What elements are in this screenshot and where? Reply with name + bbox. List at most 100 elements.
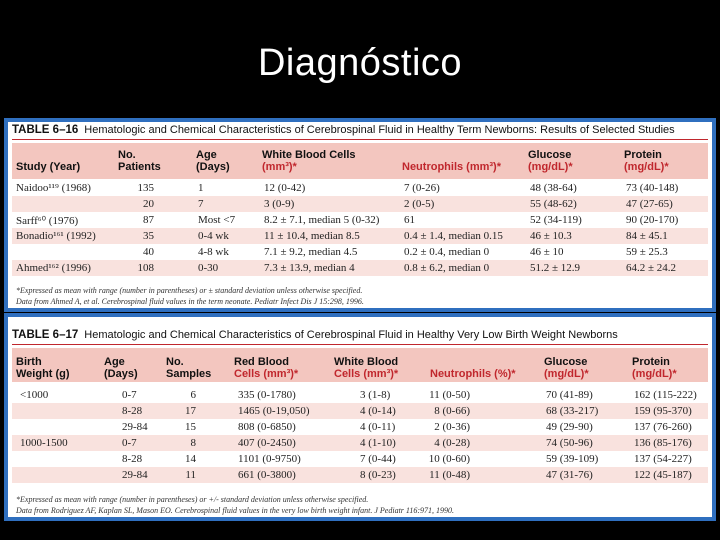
- table-cell-wbc: 4 (0-14): [360, 405, 396, 417]
- table-cell-glucose: 47 (31-76): [546, 469, 593, 481]
- header-neutrophils: Neutrophils (mm³)*: [402, 161, 501, 173]
- table-number: TABLE 6–16: [12, 124, 79, 136]
- header-age: Age (Days): [196, 149, 230, 173]
- table-cell-wbc: 11 ± 10.4, median 8.5: [264, 230, 360, 242]
- table-cell-protein: 73 (40-148): [626, 182, 679, 194]
- table-cell-protein: 59 ± 25.3: [626, 246, 668, 258]
- table-cell-samples: 11: [185, 469, 196, 481]
- header-birth-weight: Birth Weight (g): [16, 356, 70, 380]
- table-cell-protein: 136 (85-176): [634, 437, 692, 449]
- table-cell-rbc: 661 (0-3800): [238, 469, 296, 481]
- table-cell-protein: 162 (115-222): [634, 389, 697, 401]
- table-cell-wbc: 12 (0-42): [264, 182, 306, 194]
- table-cell-age: 0-4 wk: [198, 230, 229, 242]
- table-cell-age: Most <7: [198, 214, 236, 226]
- caption-rule: [12, 139, 708, 140]
- table-cell-patients: 20: [143, 198, 154, 210]
- table-cell-age: 29-84: [122, 469, 148, 481]
- table-row: 1000-1500 0-7 8 407 (0-2450) 4 (1-10) 4 (0-28…: [12, 435, 708, 451]
- table-cell-wbc: 3 (0-9): [264, 198, 295, 210]
- table-cell-neutrophils: 4 (0-28): [434, 437, 470, 449]
- table-cell-patients: 135: [137, 182, 155, 194]
- table-row: Ahmed¹⁶² (1996) 108 0-30 7.3 ± 13.9, median…: [12, 260, 708, 276]
- table-cell-wbc: 4 (0-11): [360, 421, 396, 433]
- footnote: *Expressed as mean with range (number in…: [16, 495, 369, 504]
- table-row: Sarff⁶⁰ (1976) 87 Most <7 8.2 ± 7.1, median…: [12, 212, 708, 228]
- table-cell-rbc: 1465 (0-19,050): [238, 405, 310, 417]
- table-header: Birth Weight (g) Age (Days) No. Samples Red…: [12, 348, 708, 382]
- table-cell-age: 0-7: [122, 389, 137, 401]
- table-cell-neutrophils: 8 (0-66): [434, 405, 470, 417]
- header-rbc: Red Blood Cells (mm³)*: [234, 356, 299, 380]
- table-cell-protein: 84 ± 45.1: [626, 230, 668, 242]
- table-header: Study (Year) No. Patients Age (Days) White…: [12, 143, 708, 179]
- table-cell-samples: 14: [185, 453, 196, 465]
- table-row: 8-28 17 1465 (0-19,050) 4 (0-14) 8 (0-66) 68 …: [12, 403, 708, 419]
- table-row: <1000 0-7 6 335 (0-1780) 3 (1-8) 11 (0-50) 70 …: [12, 387, 708, 403]
- table-cell-age: 0-7: [122, 437, 137, 449]
- table-cell-neutrophils: 11 (0-50): [429, 389, 470, 401]
- header-protein: Protein (mg/dL)*: [624, 149, 669, 173]
- table-cell-glucose: 70 (41-89): [546, 389, 593, 401]
- table-cell-protein: 137 (76-260): [634, 421, 692, 433]
- table-cell-age: 4-8 wk: [198, 246, 229, 258]
- header-patients: No. Patients: [118, 149, 161, 173]
- table-cell-neutrophils: 2 (0-5): [404, 198, 435, 210]
- table-cell-neutrophils: 0.4 ± 1.4, median 0.15: [404, 230, 503, 242]
- footnote-source: Data from Rodriguez AF, Kaplan SL, Mason…: [16, 506, 454, 515]
- table-cell-patients: 108: [137, 262, 155, 274]
- table-cell-study: Bonadio¹⁶¹ (1992): [16, 230, 96, 242]
- table-cell-protein: 122 (45-187): [634, 469, 692, 481]
- table-cell-patients: 87: [143, 214, 154, 226]
- table-cell-glucose: 46 ± 10.3: [530, 230, 572, 242]
- table-row: 29-84 11 661 (0-3800) 8 (0-23) 11 (0-48) 47 (…: [12, 467, 708, 483]
- header-wbc: White Blood Cells (mm³)*: [262, 149, 356, 173]
- table-cell-wbc: 8 (0-23): [360, 469, 396, 481]
- table-cell-glucose: 52 (34-119): [530, 214, 582, 226]
- footnote-source: Data from Ahmed A, et al. Cerebrospinal …: [16, 297, 364, 306]
- table-cell-protein: 47 (27-65): [626, 198, 673, 210]
- table-caption: TABLE 6–17 Hematologic and Chemical Chara…: [12, 329, 618, 341]
- table-cell-birth-weight: <1000: [20, 389, 49, 401]
- table-cell-age: 1: [198, 182, 204, 194]
- table-cell-samples: 8: [190, 437, 197, 449]
- table-cell-neutrophils: 7 (0-26): [404, 182, 440, 194]
- table-cell-samples: 15: [185, 421, 196, 433]
- table-cell-age: 8-28: [122, 453, 143, 465]
- table-cell-rbc: 335 (0-1780): [238, 389, 296, 401]
- table-cell-glucose: 68 (33-217): [546, 405, 599, 417]
- table-cell-wbc: 4 (1-10): [360, 437, 396, 449]
- table-cell-study: Naidoo¹¹⁹ (1968): [16, 182, 91, 194]
- table-row: 40 4-8 wk 7.1 ± 9.2, median 4.5 0.2 ± 0.4, …: [12, 244, 708, 260]
- table-cell-glucose: 74 (50-96): [546, 437, 593, 449]
- table-cell-patients: 40: [143, 246, 154, 258]
- table-caption: TABLE 6–16 Hematologic and Chemical Chara…: [12, 124, 675, 136]
- table-cell-wbc: 3 (1-8): [360, 389, 391, 401]
- table-cell-glucose: 49 (29-90): [546, 421, 593, 433]
- table-cell-neutrophils: 11 (0-48): [429, 469, 470, 481]
- table-cell-glucose: 59 (39-109): [546, 453, 599, 465]
- header-samples: No. Samples: [166, 356, 212, 380]
- table-cell-glucose: 55 (48-62): [530, 198, 577, 210]
- table-cell-samples: 17: [185, 405, 196, 417]
- table-cell-protein: 64.2 ± 24.2: [626, 262, 677, 274]
- table-cell-neutrophils: 61: [404, 214, 415, 226]
- table-cell-wbc: 8.2 ± 7.1, median 5 (0-32): [264, 214, 380, 226]
- table-cell-neutrophils: 0.2 ± 0.4, median 0: [404, 246, 490, 258]
- slide-title: Diagnóstico: [257, 42, 463, 84]
- header-glucose: Glucose (mg/dL)*: [544, 356, 589, 380]
- table-row: 20 7 3 (0-9) 2 (0-5) 55 (48-62) 47 (27-65): [12, 196, 708, 212]
- table-cell-study: Ahmed¹⁶² (1996): [16, 262, 91, 274]
- caption-rule: [12, 344, 708, 345]
- header-neutrophils: Neutrophils (%)*: [430, 368, 516, 380]
- table-row: Naidoo¹¹⁹ (1968) 135 1 12 (0-42) 7 (0-26) 48 …: [12, 180, 708, 196]
- header-glucose: Glucose (mg/dL)*: [528, 149, 573, 173]
- table-row: 8-28 14 1101 (0-9750) 7 (0-44) 10 (0-60) 59 (…: [12, 451, 708, 467]
- table-cell-rbc: 407 (0-2450): [238, 437, 296, 449]
- table-cell-age: 8-28: [122, 405, 143, 417]
- table-cell-age: 29-84: [122, 421, 148, 433]
- header-study: Study (Year): [16, 161, 81, 173]
- table-cell-glucose: 51.2 ± 12.9: [530, 262, 581, 274]
- footnote: *Expressed as mean with range (number in…: [16, 286, 363, 295]
- table-vlbw-newborns: TABLE 6–17 Hematologic and Chemical Chara…: [4, 313, 716, 521]
